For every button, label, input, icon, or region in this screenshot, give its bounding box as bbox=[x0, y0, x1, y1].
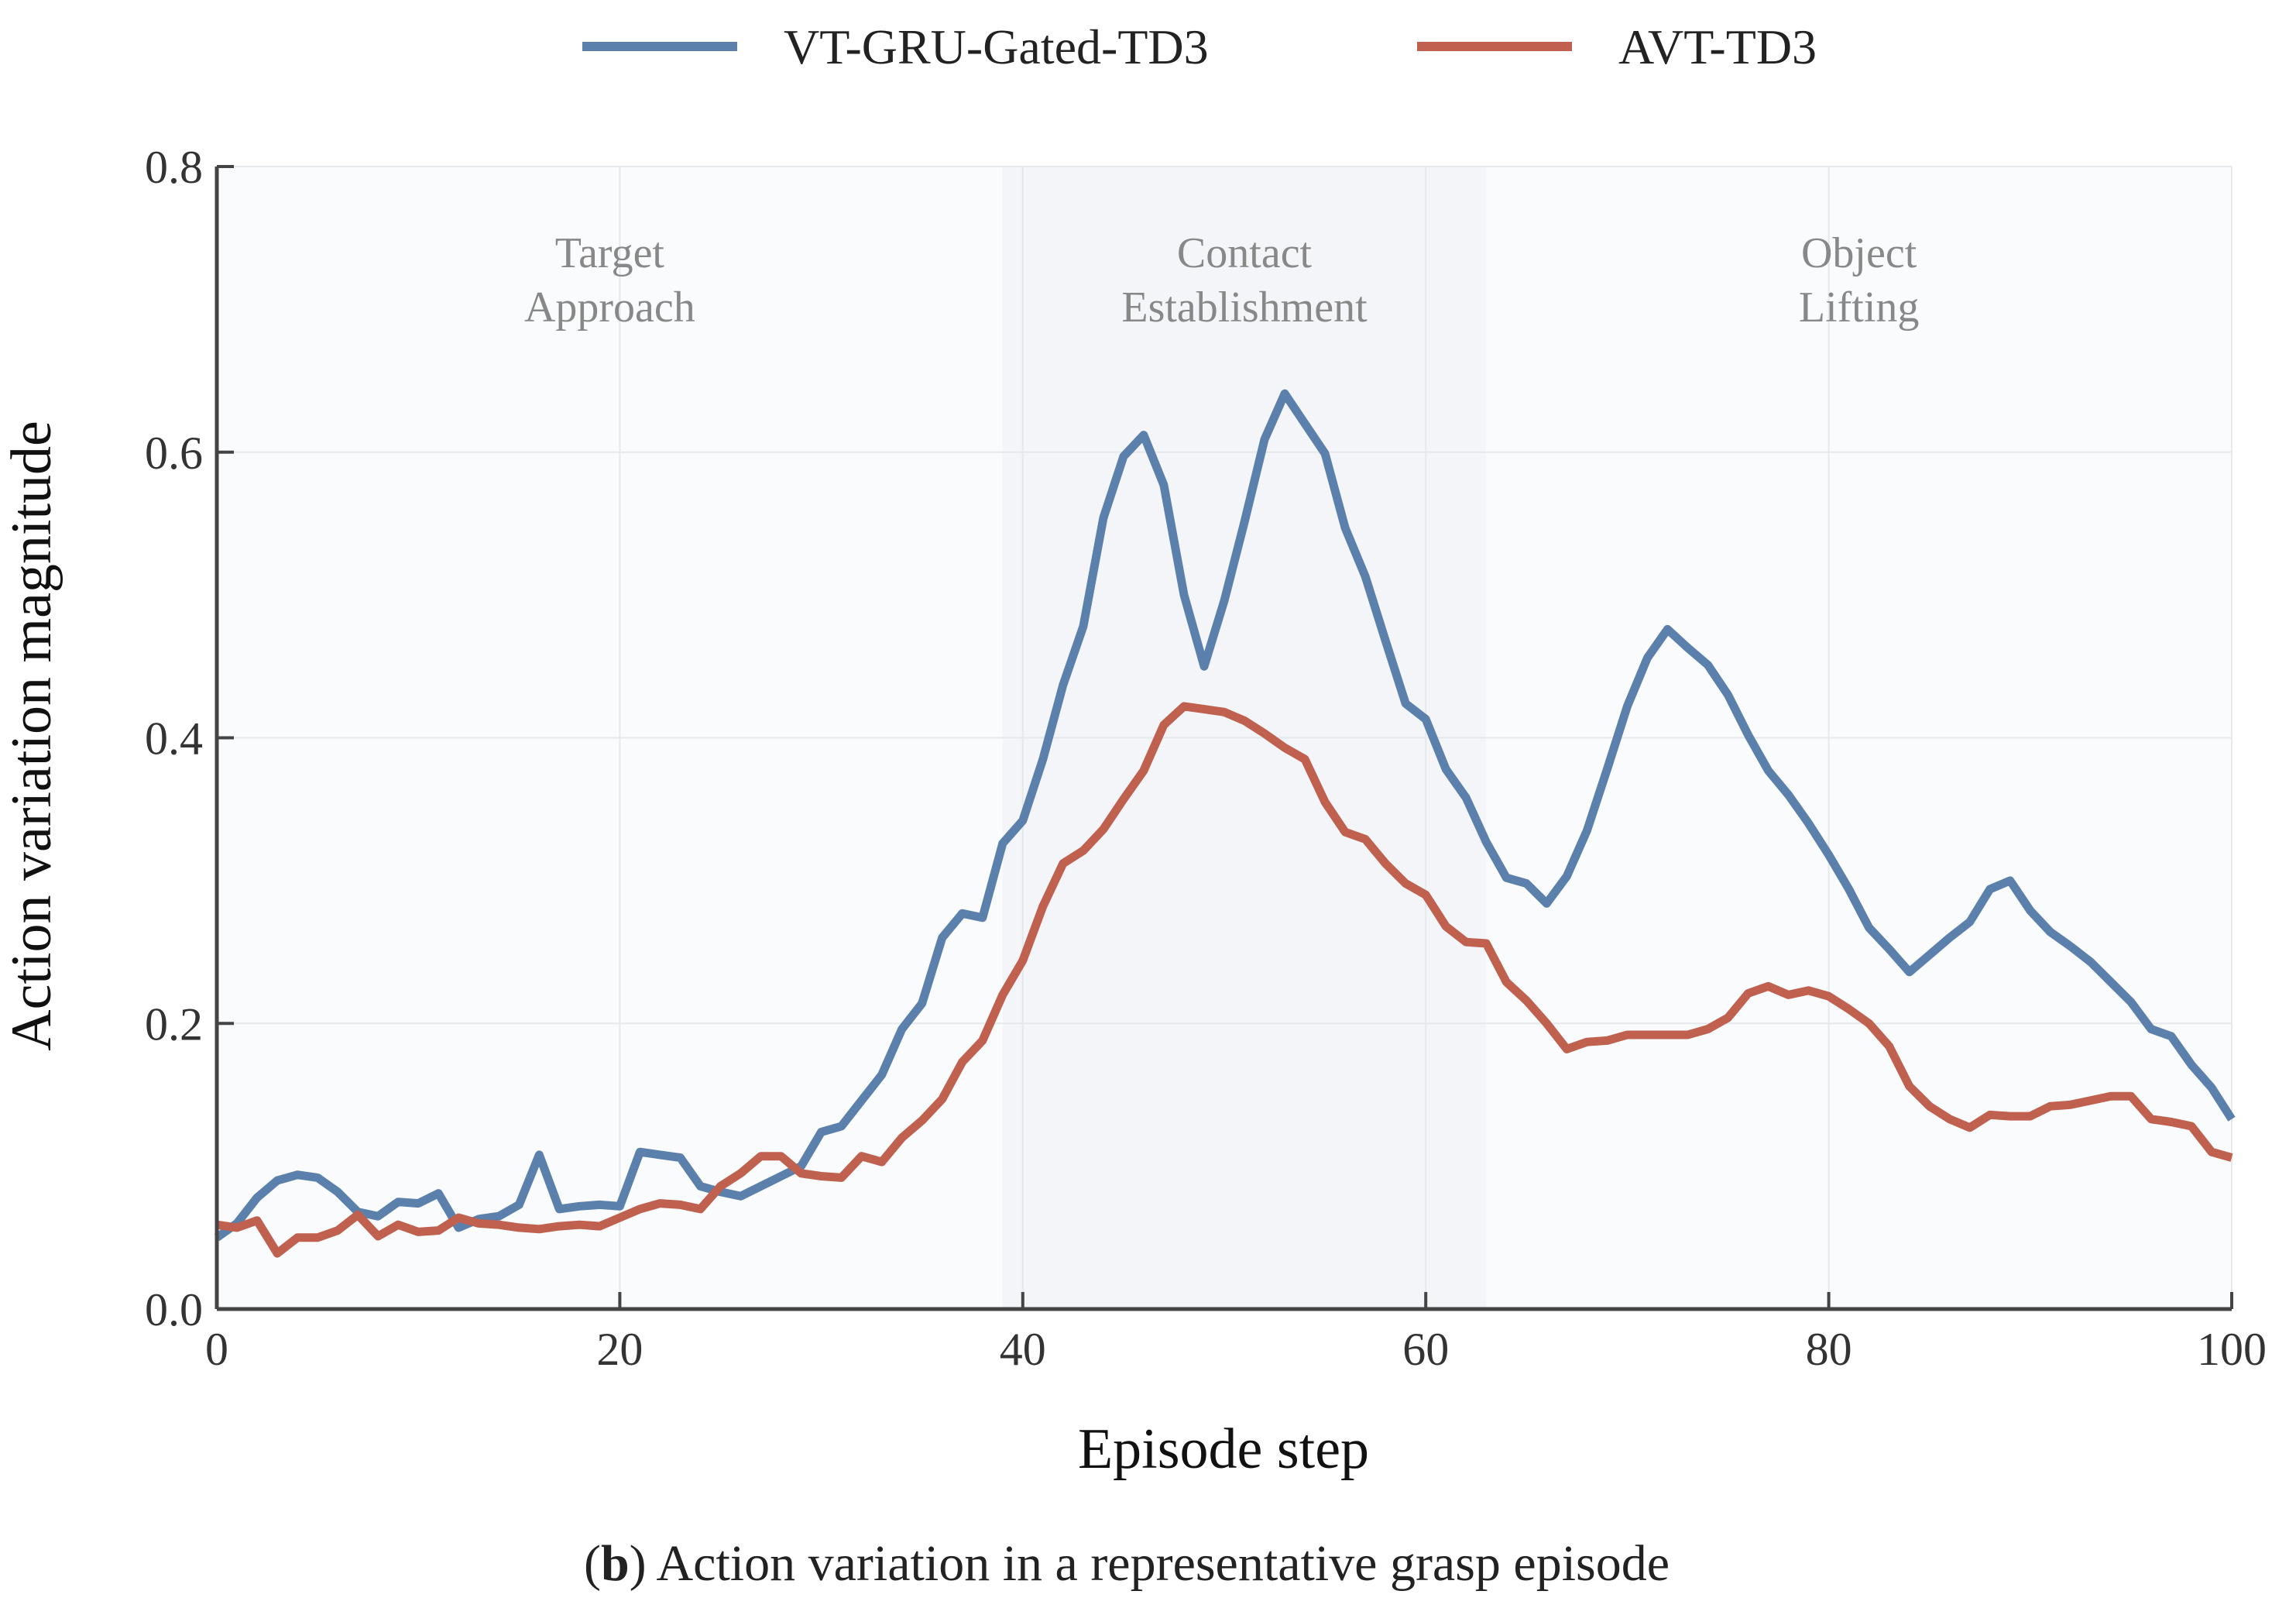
phase-label-0: Target Approach bbox=[524, 229, 695, 332]
phase-label-line: Object bbox=[1801, 229, 1917, 277]
caption-label: b bbox=[601, 1535, 630, 1592]
y-tick-label: 0.6 bbox=[145, 428, 203, 479]
y-axis-title: Action variation magnitude bbox=[0, 421, 63, 1051]
series-line-avt-td3 bbox=[216, 702, 2233, 1258]
x-tick-label: 20 bbox=[596, 1324, 643, 1375]
x-tick-label: 40 bbox=[1000, 1324, 1046, 1375]
x-tick-label: 80 bbox=[1806, 1324, 1852, 1375]
phase-label-1: Contact Establishment bbox=[1121, 229, 1368, 332]
y-tick-label: 0.2 bbox=[145, 998, 203, 1050]
phase-label-line: Target bbox=[555, 229, 665, 277]
phase-label-line: Lifting bbox=[1799, 283, 1920, 332]
y-tick-label: 0.8 bbox=[145, 142, 203, 193]
legend: VT-GRU-Gated-TD3 AVT-TD3 bbox=[582, 19, 1817, 74]
caption-prefix: ( bbox=[584, 1535, 601, 1592]
legend-label-avt-td3: AVT-TD3 bbox=[1618, 19, 1817, 74]
tick-labels: 0 20 40 60 80 100 0.0 0.2 0.4 0.6 0.8 bbox=[145, 142, 2267, 1375]
phase-labels: Target Approach Contact Establishment Object… bbox=[524, 229, 1919, 332]
phase-label-line: Establishment bbox=[1121, 283, 1368, 332]
figure-caption: (b) Action variation in a representative… bbox=[584, 1535, 1670, 1592]
x-tick-label: 60 bbox=[1402, 1324, 1449, 1375]
caption-text: ) Action variation in a representative g… bbox=[630, 1535, 1670, 1592]
phase-label-line: Contact bbox=[1177, 229, 1313, 277]
x-tick-label: 0 bbox=[205, 1324, 228, 1375]
x-tick-label: 100 bbox=[2197, 1324, 2267, 1375]
phase-label-line: Approach bbox=[524, 283, 695, 332]
series-lines bbox=[214, 389, 2236, 1258]
legend-label-vt-gru-gated-td3: VT-GRU-Gated-TD3 bbox=[784, 19, 1209, 74]
y-tick-label: 0.4 bbox=[145, 713, 203, 765]
x-axis-title: Episode step bbox=[1078, 1417, 1369, 1481]
series-line-vt-gru-gated-td3 bbox=[214, 389, 2236, 1242]
phase-label-2: Object Lifting bbox=[1799, 229, 1920, 332]
y-tick-label: 0.0 bbox=[145, 1284, 203, 1335]
